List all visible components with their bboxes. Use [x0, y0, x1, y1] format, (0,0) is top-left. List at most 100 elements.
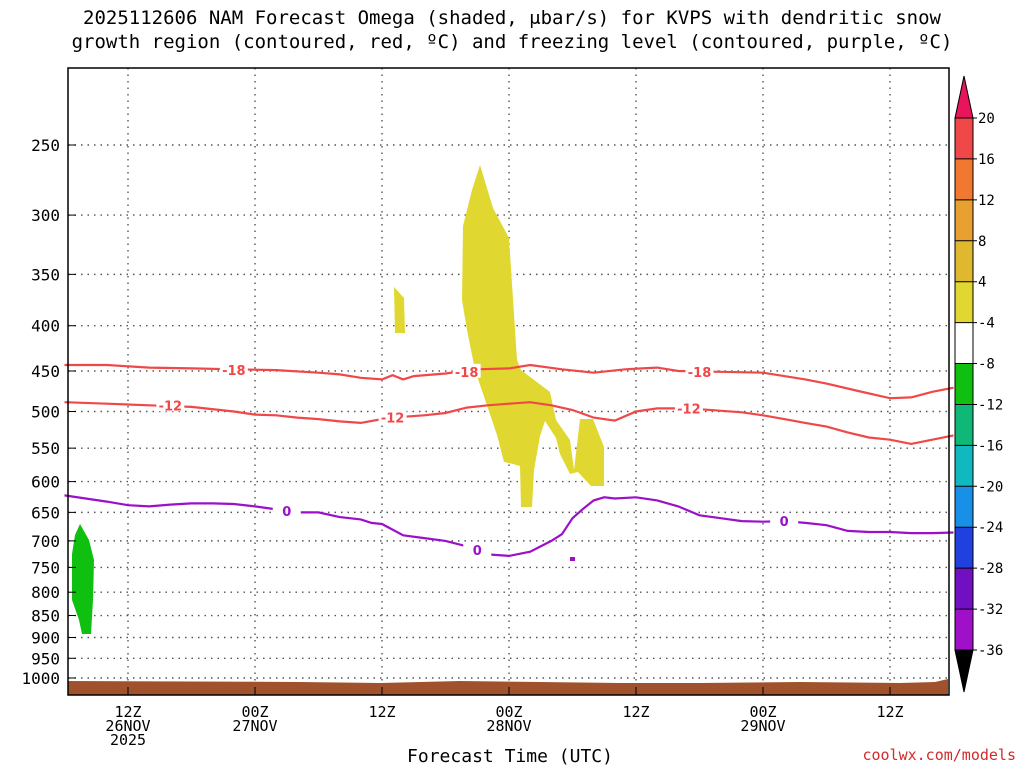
contour-label-bg [674, 400, 703, 415]
contour-label: -12 [381, 412, 405, 427]
source-credit: coolwx.com/models [862, 746, 1016, 764]
colorbar-segment [955, 609, 973, 631]
colorbar-segment [955, 445, 973, 467]
colorbar-top-arrow [954, 75, 974, 119]
contour-label-bg [378, 409, 407, 424]
colorbar-label: -8 [978, 357, 995, 373]
colorbar-label: -28 [978, 561, 1003, 577]
x-tick-label: 12Z [368, 703, 395, 721]
y-tick-label: 450 [31, 362, 60, 381]
colorbar-label: -20 [978, 479, 1003, 495]
colorbar-segment [955, 158, 973, 180]
colorbar-segment [955, 281, 973, 303]
y-tick-label: 300 [31, 206, 60, 225]
colorbar-segment [955, 486, 973, 508]
x-axis-label: Forecast Time (UTC) [407, 746, 613, 767]
x-tick-label: 2025 [110, 731, 146, 749]
contour-label: 0 [780, 515, 789, 530]
contour-label: -12 [159, 399, 183, 414]
y-tick-label: 800 [31, 583, 60, 602]
y-tick-label: 500 [31, 403, 60, 422]
contour-label: -18 [688, 366, 712, 381]
contour-label-bg [685, 363, 714, 378]
colorbar-segment [955, 179, 973, 201]
colorbar-bottom-arrow [954, 649, 974, 693]
y-tick-label: 900 [31, 628, 60, 647]
title-line-1: 2025112606 NAM Forecast Omega (shaded, μ… [83, 7, 941, 29]
colorbar-segment [955, 199, 973, 221]
y-tick-label: 750 [31, 558, 60, 577]
contour-label: -18 [455, 366, 479, 381]
freezing-dot [570, 557, 575, 561]
colorbar-segment [955, 568, 973, 590]
x-tick-label: 26NOV [105, 717, 150, 735]
colorbar-segment [955, 363, 973, 385]
x-tick-label: 00Z [495, 703, 522, 721]
colorbar-segment [955, 322, 973, 344]
y-tick-label: 250 [31, 136, 60, 155]
contour-label: -18 [222, 364, 246, 379]
colorbar-segment [955, 506, 973, 528]
contour-line--18 [64, 363, 954, 400]
contour-label-bg [156, 397, 185, 412]
contour-label: 0 [473, 544, 482, 559]
colorbar-label: -36 [978, 643, 1003, 659]
x-tick-label: 12Z [876, 703, 903, 721]
y-tick-label: 600 [31, 473, 60, 492]
colorbar-label: -24 [978, 520, 1003, 536]
contour-label-bg [272, 503, 301, 518]
colorbar-segment [955, 343, 973, 365]
colorbar-segment [955, 138, 973, 160]
colorbar-label: 4 [978, 275, 986, 291]
omega-positive-region-small [394, 287, 405, 333]
contour-line--12 [64, 401, 954, 446]
colorbar-label: 20 [978, 111, 995, 127]
chart-title: 2025112606 NAM Forecast Omega (shaded, μ… [0, 6, 1024, 54]
colorbar-label: -12 [978, 397, 1003, 413]
colorbar-segment [955, 261, 973, 283]
x-tick-label: 00Z [749, 703, 776, 721]
y-tick-label: 950 [31, 649, 60, 668]
colorbar-label: 12 [978, 193, 995, 209]
contour-label: -12 [677, 402, 701, 417]
colorbar-segment [955, 118, 973, 139]
ground-strip [68, 679, 948, 695]
colorbar-segment [955, 220, 973, 242]
omega-shading [72, 165, 604, 634]
colorbar-segment [955, 527, 973, 549]
contour-label-bg [463, 542, 492, 557]
colorbar-segment [955, 588, 973, 610]
colorbar-segment [955, 424, 973, 446]
colorbar-label: -16 [978, 438, 1003, 454]
omega-negative-region [72, 524, 94, 634]
y-tick-label: 550 [31, 439, 60, 458]
contour-label-bg [770, 513, 799, 528]
contour-label: 0 [282, 505, 291, 520]
contour-layer: -18 -18 -18 -12 -12 -12 0 0 0 [64, 362, 954, 559]
colorbar-label: 8 [978, 234, 986, 250]
x-tick-label: 29NOV [740, 717, 785, 735]
x-tick-label: 12Z [114, 703, 141, 721]
colorbar-label: 16 [978, 152, 995, 168]
x-tick-label: 00Z [241, 703, 268, 721]
colorbar-segment [955, 404, 973, 426]
colorbar-segment [955, 629, 973, 651]
omega-positive-region-main [462, 165, 604, 507]
y-tick-label: 700 [31, 532, 60, 551]
contour-label-bg [219, 362, 248, 377]
colorbar: 20 16 12 8 4 -4 -8 -12 -16 -20 -24 -28 -32 -36 [954, 75, 1003, 693]
colorbar-segment [955, 465, 973, 487]
title-line-2: growth region (contoured, red, ºC) and f… [71, 31, 953, 53]
x-tick-label: 27NOV [232, 717, 277, 735]
colorbar-label: -4 [978, 316, 995, 332]
y-tick-label: 350 [31, 265, 60, 284]
contour-label-bg [452, 363, 481, 378]
y-axis-ticks: 250 300 350 400 450 500 550 600 650 700 750 800 850 9… [21, 136, 76, 688]
y-tick-label: 850 [31, 607, 60, 626]
x-tick-label: 28NOV [486, 717, 531, 735]
colorbar-segment [955, 302, 973, 324]
y-tick-label: 1000 [21, 669, 60, 688]
colorbar-segment [955, 547, 973, 569]
